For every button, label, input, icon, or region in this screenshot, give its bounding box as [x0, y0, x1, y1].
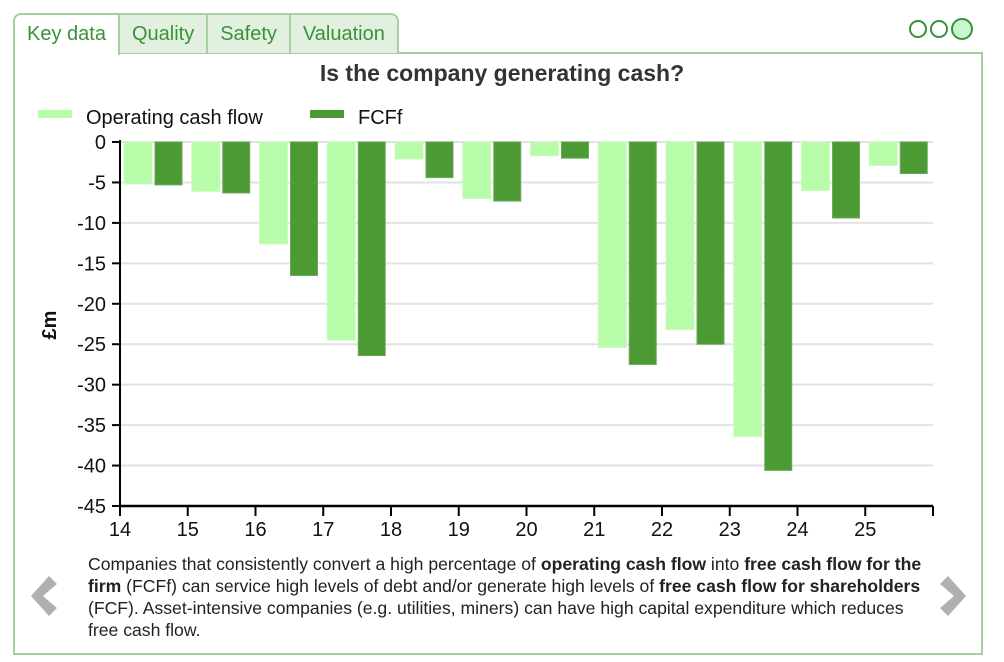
x-tick-label: 23 — [719, 519, 741, 541]
description-segment: (FCFf) can service high levels of debt a… — [121, 576, 660, 596]
y-tick-label: 0 — [95, 132, 106, 154]
y-tick-label: -25 — [77, 334, 106, 356]
legend-label-operating-cash-flow: Operating cash flow — [86, 107, 263, 129]
description-emphasis: operating cash flow — [540, 554, 707, 574]
x-tick-label: 22 — [651, 519, 673, 541]
bar-operating-cash-flow-23 — [733, 141, 763, 437]
page-dot-1[interactable] — [909, 20, 927, 38]
bar-operating-cash-flow-14 — [123, 141, 153, 185]
y-tick-label: -5 — [88, 172, 106, 194]
x-tick-label: 16 — [244, 519, 266, 541]
page-dot-2[interactable] — [930, 20, 948, 38]
tab-key-data[interactable]: Key data — [13, 13, 120, 55]
bar-fcff-21 — [628, 141, 657, 365]
y-axis-label: £m — [39, 311, 61, 340]
y-tick-label: -30 — [77, 375, 106, 397]
x-tick-label: 17 — [312, 519, 334, 541]
description-emphasis: free cash flow for the firm — [88, 554, 922, 596]
bar-operating-cash-flow-15 — [191, 141, 221, 192]
x-tick-label: 21 — [583, 519, 605, 541]
page-dot-3[interactable] — [951, 18, 973, 40]
bar-operating-cash-flow-20 — [530, 141, 559, 157]
bar-operating-cash-flow-17 — [326, 141, 356, 341]
page-indicator — [909, 18, 976, 40]
next-chevron-icon[interactable] — [936, 574, 970, 618]
bar-fcff-16 — [290, 141, 318, 276]
legend-swatch-operating-cash-flow — [38, 110, 72, 118]
y-tick-label: -45 — [77, 496, 106, 518]
bar-fcff-22 — [696, 141, 725, 345]
legend: Operating cash flow FCFf — [38, 107, 403, 129]
bar-operating-cash-flow-18 — [394, 141, 424, 160]
bar-fcff-15 — [222, 141, 251, 194]
description-segment: into — [706, 554, 745, 574]
description-emphasis: free cash flow for shareholders — [659, 576, 921, 596]
gridlines — [120, 141, 933, 467]
y-tick-label: -40 — [77, 456, 106, 478]
legend-label-fcff: FCFf — [358, 107, 403, 129]
x-tick-label: 24 — [786, 519, 808, 541]
bar-fcff-23 — [764, 141, 793, 471]
bar-operating-cash-flow-25 — [868, 141, 898, 166]
bar-fcff-17 — [357, 141, 386, 357]
tab-quality[interactable]: Quality — [117, 13, 209, 53]
x-tick-label: 18 — [380, 519, 402, 541]
bar-operating-cash-flow-16 — [259, 141, 288, 245]
bar-fcff-14 — [154, 141, 183, 186]
x-tick-label: 19 — [448, 519, 470, 541]
bar-operating-cash-flow-24 — [801, 141, 830, 192]
bar-fcff-25 — [899, 141, 928, 175]
bar-fcff-19 — [493, 141, 522, 202]
y-tick-label: -35 — [77, 415, 106, 437]
x-tick-label: 15 — [177, 519, 199, 541]
chart-title: Is the company generating cash? — [319, 60, 685, 86]
tab-valuation[interactable]: Valuation — [288, 13, 399, 53]
legend-swatch-fcff — [310, 110, 344, 118]
description-text: Companies that consistently convert a hi… — [88, 553, 928, 641]
bars — [123, 141, 928, 471]
y-tick-label: -15 — [77, 253, 106, 275]
x-tick-label: 25 — [854, 519, 876, 541]
bar-fcff-18 — [425, 141, 454, 179]
y-tick-label: -20 — [77, 294, 106, 316]
x-tick-label: 14 — [109, 519, 131, 541]
bar-operating-cash-flow-21 — [597, 141, 627, 348]
bar-fcff-24 — [832, 141, 860, 219]
description-segment: (FCF). Asset-intensive companies (e.g. u… — [88, 598, 904, 640]
bar-operating-cash-flow-19 — [462, 141, 492, 200]
bar-operating-cash-flow-22 — [665, 141, 695, 331]
y-tick-label: -10 — [77, 213, 106, 235]
bar-fcff-20 — [561, 141, 589, 159]
tab-bar: Key data Quality Safety Valuation — [13, 13, 399, 55]
description-segment: Companies that consistently convert a hi… — [88, 554, 541, 574]
prev-chevron-icon[interactable] — [27, 574, 61, 618]
tab-safety[interactable]: Safety — [206, 13, 291, 53]
x-tick-label: 20 — [515, 519, 537, 541]
